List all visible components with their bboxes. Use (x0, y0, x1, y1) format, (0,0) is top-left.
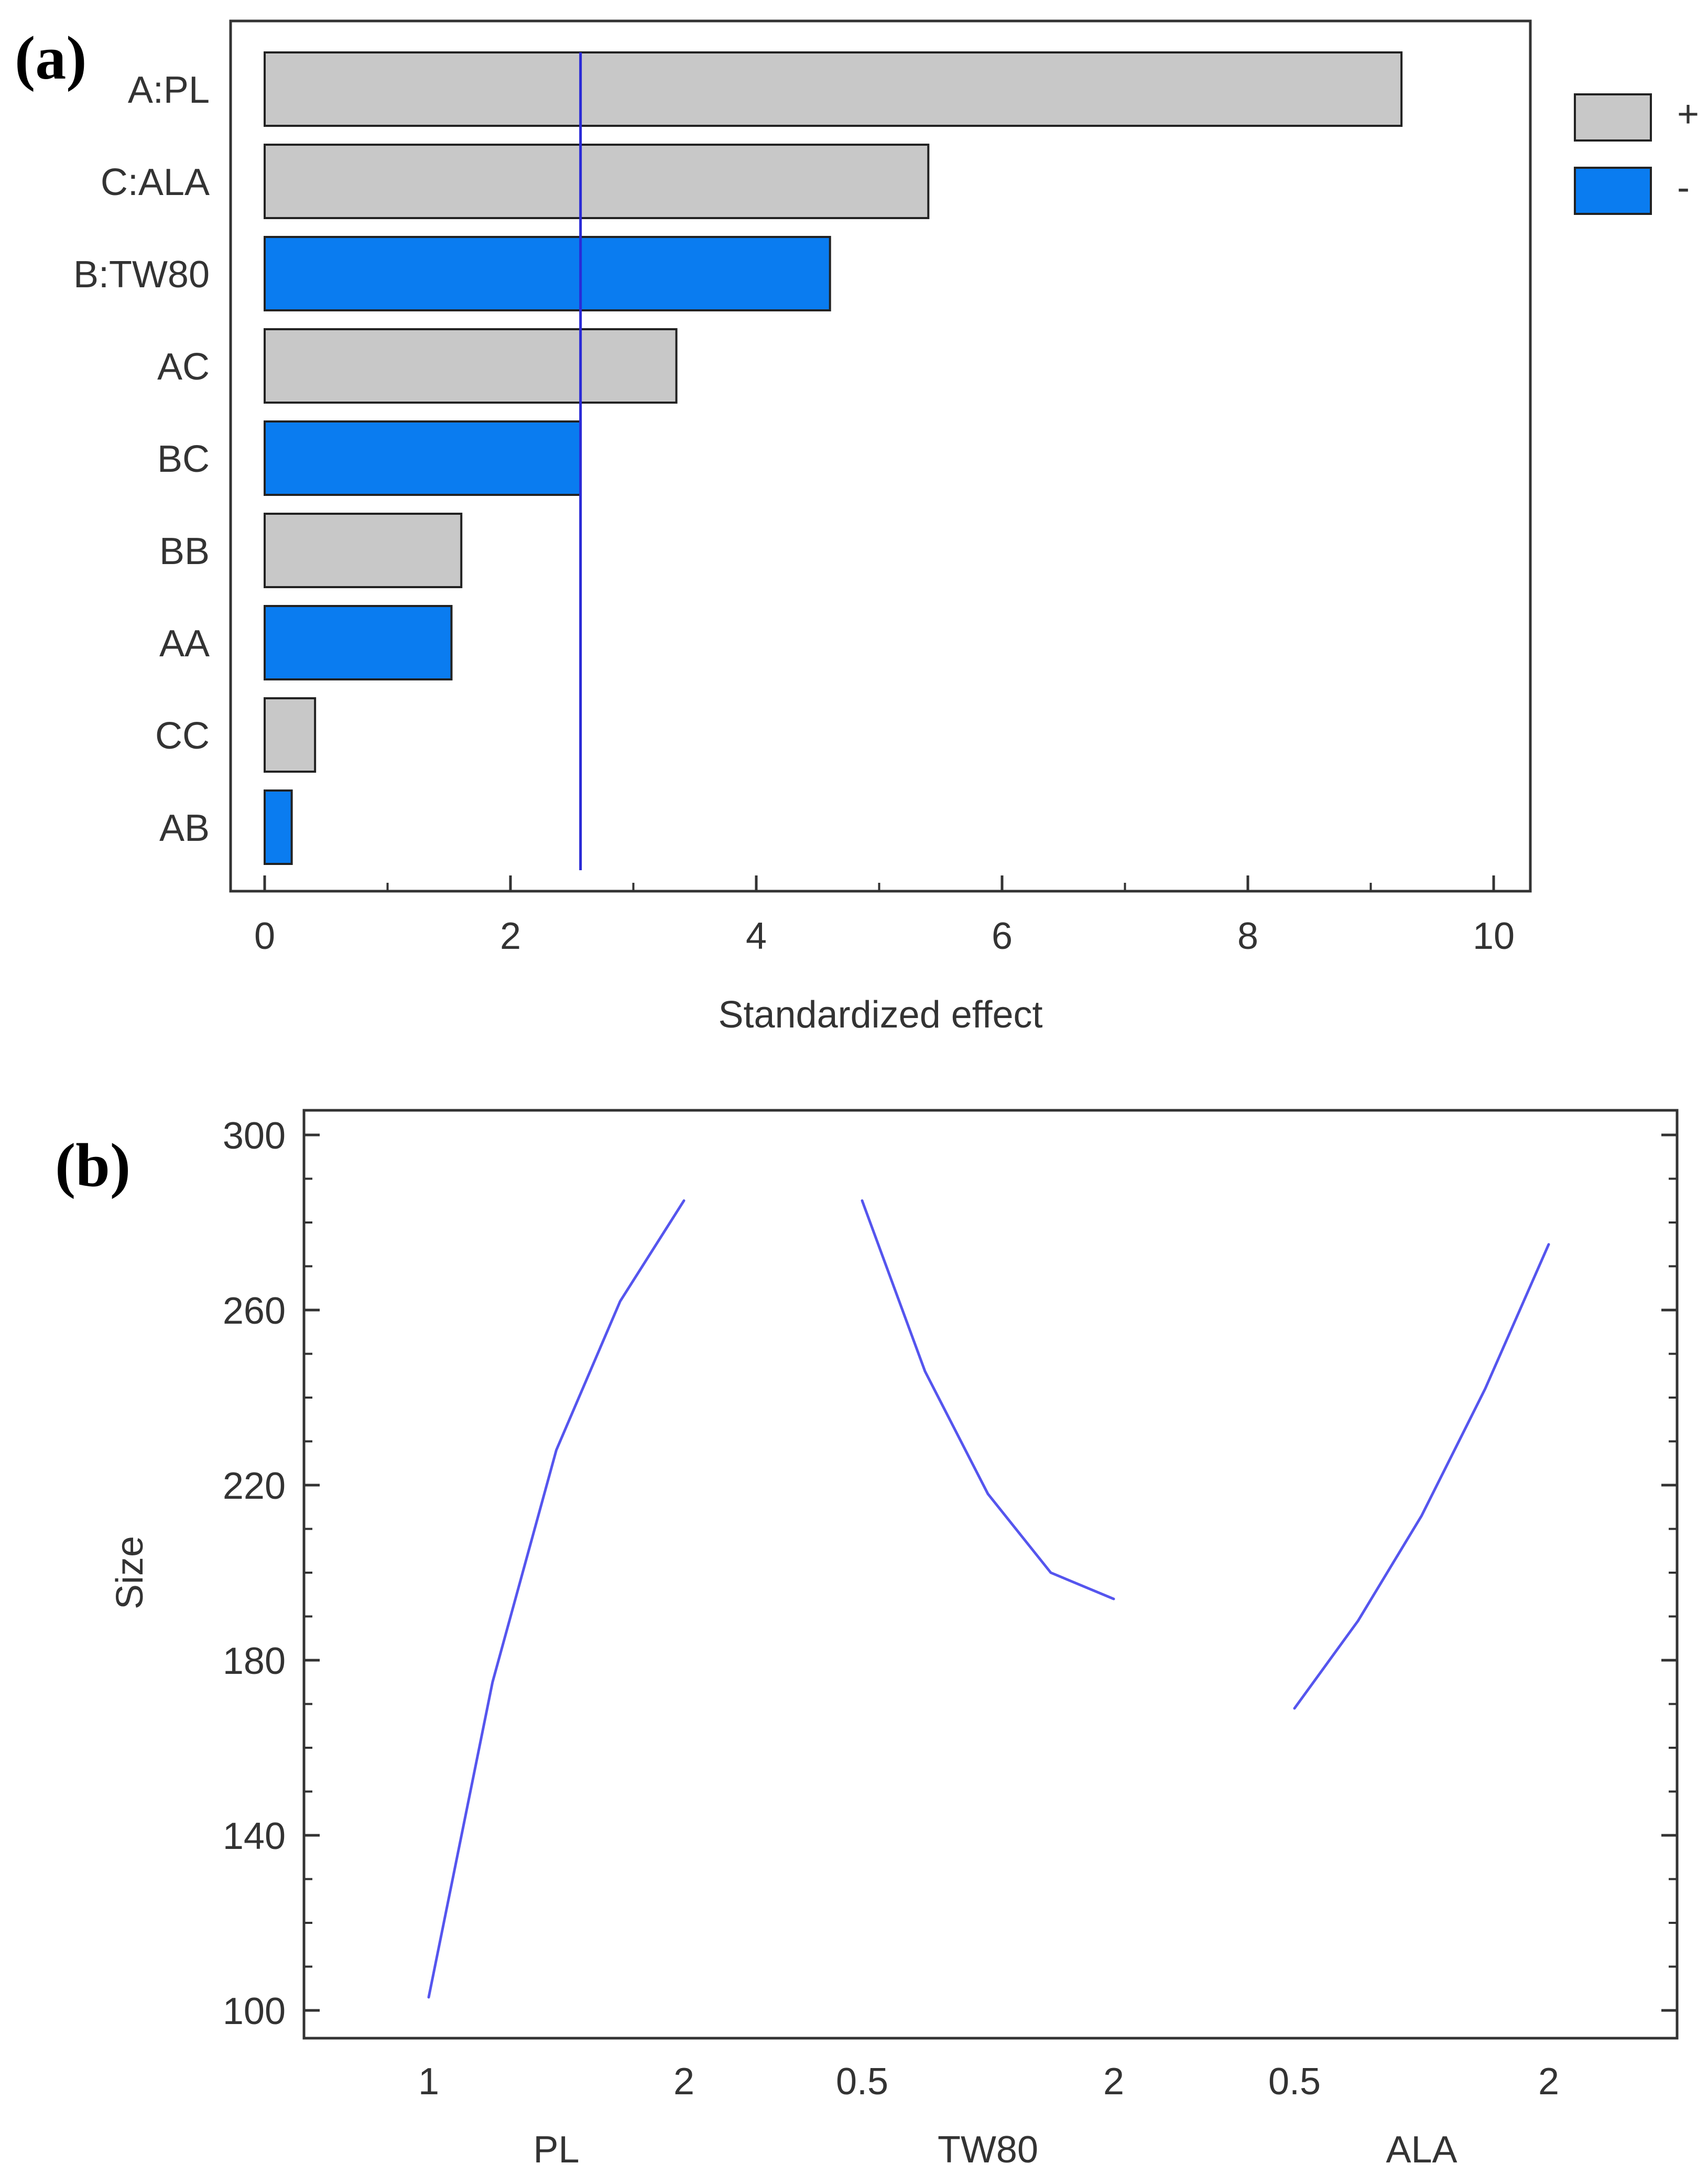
x-tick-label: 2 (500, 915, 521, 957)
x-axis-title-tw80: TW80 (938, 2129, 1038, 2171)
panel-b-line-chart: (b) 100 140 180 220 260 300 Size 1 2 PL 0.5 2 TW80… (55, 1109, 1679, 2171)
panel-b-y-ticks: 100 140 180 220 260 300 (223, 1115, 1677, 2032)
panel-a-category-labels: A:PL C:ALA B:TW80 AC BC BB AA CC AB (73, 69, 210, 849)
category-label: A:PL (128, 69, 210, 111)
category-label: BC (157, 438, 210, 480)
y-tick-label: 180 (223, 1640, 286, 1682)
line-pl (427, 1199, 686, 1999)
panel-a-x-ticks: 0 2 4 6 8 10 (254, 875, 1515, 957)
panel-b-y-axis-title: Size (109, 1536, 151, 1609)
x-tick-label: 4 (746, 915, 767, 957)
panel-a-label: (a) (15, 24, 87, 92)
y-tick-label: 300 (223, 1115, 286, 1157)
x-axis-title-pl: PL (533, 2129, 579, 2171)
x-tick-label: 2 (1103, 2061, 1124, 2103)
legend-swatch (1574, 167, 1652, 215)
x-tick-label: 2 (1538, 2061, 1559, 2103)
x-axis-title-ala: ALA (1386, 2129, 1457, 2171)
y-tick-label: 260 (223, 1290, 286, 1332)
legend-label: - (1677, 167, 1690, 209)
category-label: C:ALA (101, 161, 210, 203)
panel-a-x-axis-title: Standardized effect (718, 994, 1042, 1036)
x-tick-label: 0.5 (836, 2061, 888, 2103)
bar-bc (264, 420, 582, 496)
x-tick-label: 0.5 (1268, 2061, 1321, 2103)
category-label: B:TW80 (73, 254, 210, 296)
legend-swatch (1574, 93, 1652, 142)
x-tick-label: 8 (1237, 915, 1258, 957)
panel-a-legend: +- (1574, 93, 1699, 215)
y-tick-label: 140 (223, 1815, 286, 1857)
bar-bb (264, 513, 463, 588)
category-label: BB (159, 531, 210, 572)
category-label: AA (159, 623, 210, 665)
bar-aa (264, 605, 453, 680)
panel-a-plot-frame (229, 19, 1532, 893)
category-label: CC (155, 715, 210, 757)
x-tick-label: 10 (1473, 915, 1515, 957)
line-tw80 (861, 1199, 1115, 1600)
panel-b-x-ticks: 1 2 PL 0.5 2 TW80 0.5 2 ALA (418, 2061, 1559, 2171)
line-ala (1293, 1243, 1550, 1710)
panel-b-plot-frame (302, 1109, 1679, 2040)
bar-cc (264, 697, 317, 773)
x-tick-label: 2 (673, 2061, 694, 2103)
bar-b-tw80 (264, 236, 831, 311)
y-tick-label: 220 (223, 1465, 286, 1507)
x-tick-label: 1 (418, 2061, 439, 2103)
category-label: AB (159, 807, 210, 849)
panel-b-lines (427, 1199, 1550, 1999)
x-tick-label: 6 (992, 915, 1013, 957)
bar-ac (264, 328, 678, 404)
legend-label: + (1677, 93, 1699, 135)
bar-a-pl (264, 51, 1403, 127)
y-tick-label: 100 (223, 1990, 286, 2032)
category-label: AC (157, 346, 210, 388)
bar-ab (264, 789, 293, 865)
bar-c-ala (264, 144, 930, 219)
x-tick-label: 0 (254, 915, 275, 957)
panel-b-label: (b) (55, 1131, 130, 1199)
panel-a-bars (264, 51, 1403, 865)
